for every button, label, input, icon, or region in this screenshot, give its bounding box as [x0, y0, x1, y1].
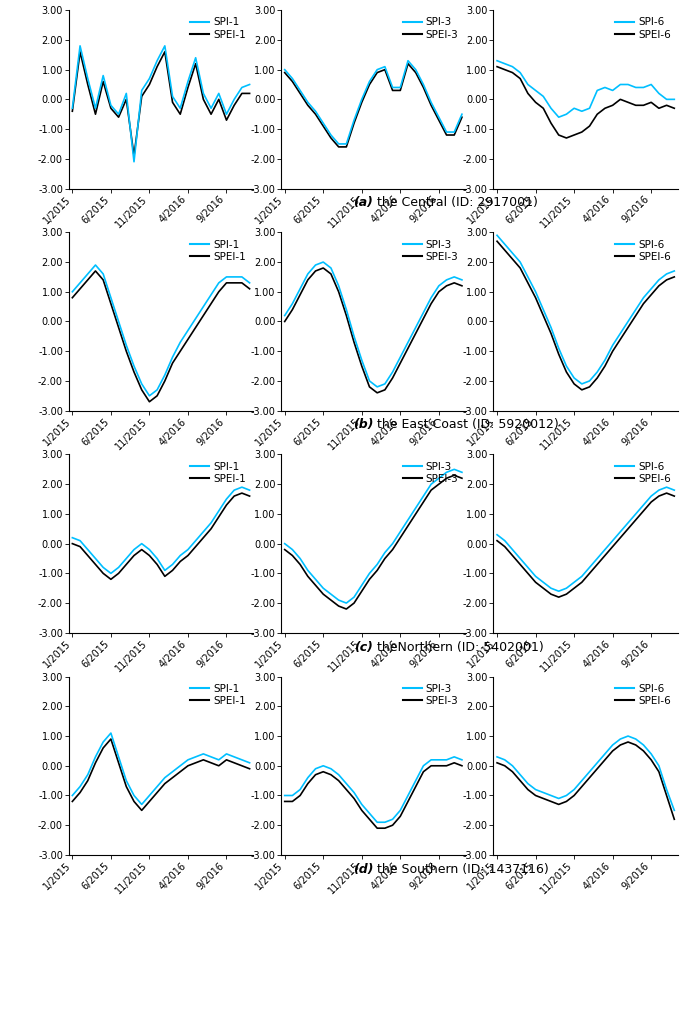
Text: the East Coast (ID: 5920012): the East Coast (ID: 5920012): [373, 419, 559, 431]
Text: (d): (d): [353, 863, 373, 875]
Text: theNorthern (ID: 5402001): theNorthern (ID: 5402001): [373, 641, 544, 653]
Text: the Southern (ID: 1437116): the Southern (ID: 1437116): [373, 863, 549, 875]
Legend: SPI-1, SPEI-1: SPI-1, SPEI-1: [188, 460, 248, 486]
Legend: SPI-6, SPEI-6: SPI-6, SPEI-6: [613, 682, 673, 708]
Legend: SPI-1, SPEI-1: SPI-1, SPEI-1: [188, 237, 248, 264]
Text: (a): (a): [353, 197, 373, 209]
Legend: SPI-1, SPEI-1: SPI-1, SPEI-1: [188, 682, 248, 708]
Legend: SPI-3, SPEI-3: SPI-3, SPEI-3: [401, 237, 460, 264]
Legend: SPI-3, SPEI-3: SPI-3, SPEI-3: [401, 15, 460, 42]
Legend: SPI-6, SPEI-6: SPI-6, SPEI-6: [613, 460, 673, 486]
Legend: SPI-1, SPEI-1: SPI-1, SPEI-1: [188, 15, 248, 42]
Legend: SPI-3, SPEI-3: SPI-3, SPEI-3: [401, 682, 460, 708]
Text: (c): (c): [354, 641, 373, 653]
Legend: SPI-3, SPEI-3: SPI-3, SPEI-3: [401, 460, 460, 486]
Legend: SPI-6, SPEI-6: SPI-6, SPEI-6: [613, 15, 673, 42]
Legend: SPI-6, SPEI-6: SPI-6, SPEI-6: [613, 237, 673, 264]
Text: (b): (b): [353, 419, 373, 431]
Text: the Central (ID: 2917001): the Central (ID: 2917001): [373, 197, 538, 209]
